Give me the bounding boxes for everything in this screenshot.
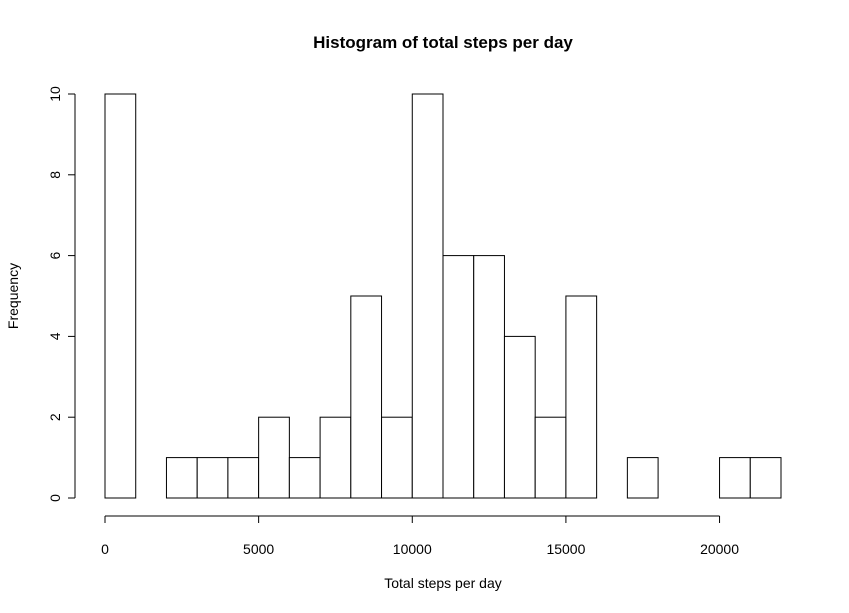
chart-title: Histogram of total steps per day [313, 33, 573, 52]
histogram-bar [534, 416, 567, 499]
histogram-bar [227, 457, 260, 499]
x-axis: 0 5000 10000 15000 20000 [101, 515, 739, 557]
x-axis-label: Total steps per day [384, 575, 502, 591]
histogram-bar [104, 93, 137, 499]
histogram-bar [319, 416, 352, 499]
y-axis: 0 2 4 6 8 10 [47, 86, 76, 502]
x-tick-label: 15000 [546, 541, 585, 557]
histogram-bar [381, 416, 413, 499]
histogram-bar [258, 416, 290, 499]
y-axis-label: Frequency [5, 263, 21, 329]
histogram-bar [503, 335, 536, 499]
y-tick-label: 8 [47, 171, 63, 179]
histogram-bar [473, 255, 505, 499]
histogram-bar [626, 457, 659, 499]
histogram-bar [288, 457, 321, 499]
histogram-bar [749, 457, 782, 499]
bars-group [104, 93, 782, 499]
x-tick-label: 20000 [700, 541, 739, 557]
y-tick-label: 2 [47, 413, 63, 421]
histogram-bar [411, 93, 444, 499]
y-tick-label: 0 [47, 494, 63, 502]
histogram-bar [196, 457, 229, 499]
y-tick-label: 10 [47, 86, 63, 102]
histogram-bar [165, 457, 198, 499]
histogram-bar [442, 255, 475, 499]
x-tick-label: 10000 [393, 541, 432, 557]
x-tick-label: 5000 [243, 541, 274, 557]
x-tick-label: 0 [101, 541, 109, 557]
histogram-bar [350, 295, 383, 499]
y-tick-label: 6 [47, 251, 63, 259]
y-tick-label: 4 [47, 332, 63, 340]
histogram-bar [719, 457, 751, 499]
histogram-bar [565, 295, 598, 499]
